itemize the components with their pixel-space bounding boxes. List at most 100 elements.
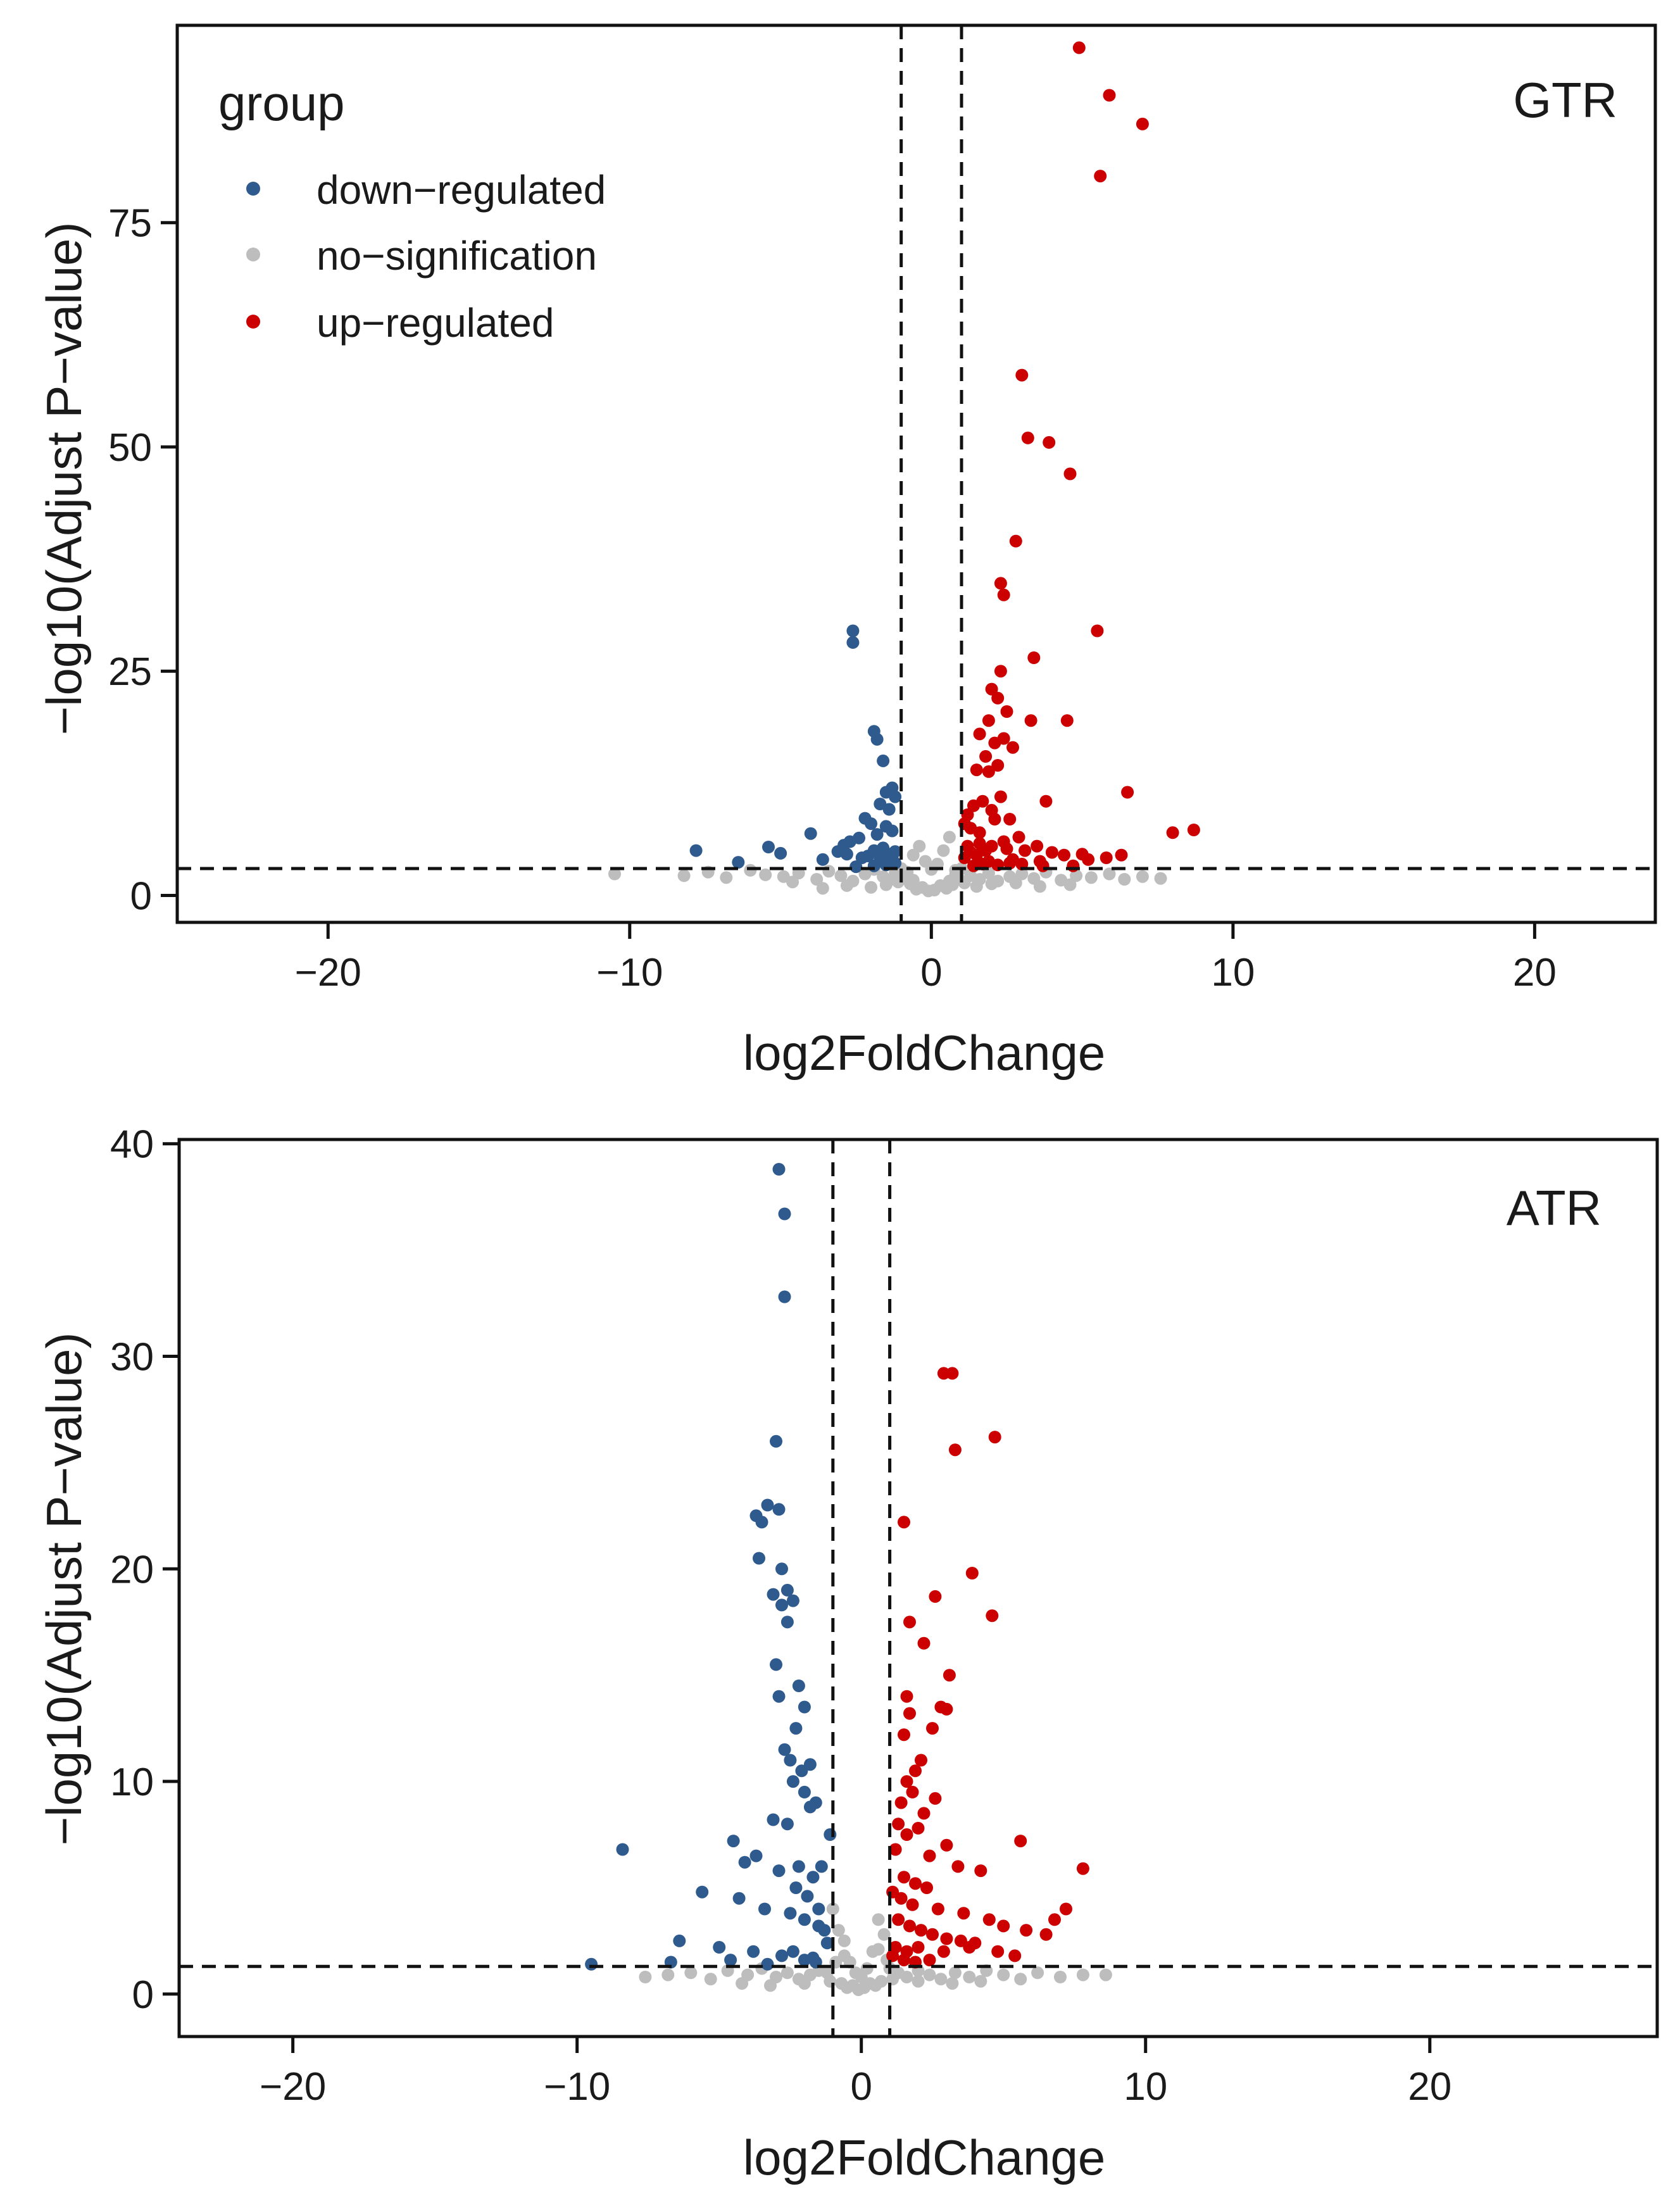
gtr-point-no-signification <box>985 877 998 891</box>
gtr-point-up-regulated <box>1136 117 1149 130</box>
atr-point-down-regulated <box>767 1588 780 1601</box>
panel-atr: −20 −10 0 10 20 0 10 20 30 40 ATR log2FoldChange… <box>36 1123 1659 2185</box>
atr-y-tick-label: 40 <box>110 1123 154 1167</box>
atr-point-no-signification <box>841 1981 854 1994</box>
atr-point-up-regulated <box>923 1849 936 1862</box>
atr-point-down-regulated <box>784 1754 797 1767</box>
atr-point-up-regulated <box>931 1902 944 1916</box>
atr-point-down-regulated <box>616 1843 629 1856</box>
atr-point-up-regulated <box>900 1690 913 1703</box>
gtr-point-no-signification <box>720 871 733 884</box>
atr-point-up-regulated <box>898 1516 910 1529</box>
atr-point-up-regulated <box>929 1590 942 1603</box>
atr-point-up-regulated <box>1008 1949 1022 1962</box>
gtr-point-up-regulated <box>1187 824 1200 836</box>
atr-point-down-regulated <box>780 1616 794 1629</box>
gtr-point-no-signification <box>744 863 757 877</box>
atr-point-down-regulated <box>753 1552 765 1565</box>
gtr-x-tick-label: 0 <box>920 951 942 995</box>
atr-point-up-regulated <box>926 1928 939 1941</box>
atr-point-no-signification <box>858 1981 871 1994</box>
atr-point-no-signification <box>860 1962 874 1975</box>
atr-point-no-signification <box>736 1977 749 1990</box>
gtr-point-down-regulated <box>732 856 745 869</box>
atr-point-up-regulated <box>951 1860 965 1873</box>
atr-point-down-regulated <box>818 1924 831 1937</box>
gtr-point-up-regulated <box>970 763 983 777</box>
atr-point-down-regulated <box>824 1828 837 1841</box>
gtr-point-no-signification <box>1063 878 1077 891</box>
atr-point-up-regulated <box>1039 1928 1053 1941</box>
gtr-point-no-signification <box>840 879 853 892</box>
atr-point-up-regulated <box>940 1702 953 1716</box>
atr-point-no-signification <box>639 1971 652 1983</box>
gtr-x-tick-label: 10 <box>1211 951 1255 995</box>
gtr-x-ticks: −20 −10 0 10 20 <box>295 922 1557 995</box>
atr-point-down-regulated <box>585 1957 598 1971</box>
legend-label-down: down−regulated <box>317 167 606 213</box>
gtr-point-up-regulated <box>988 736 1001 750</box>
atr-point-no-signification <box>900 1971 913 1983</box>
atr-point-no-signification <box>872 1913 885 1926</box>
atr-point-up-regulated <box>991 1945 1005 1958</box>
atr-point-down-regulated <box>780 1817 794 1831</box>
gtr-point-down-regulated <box>840 848 853 861</box>
atr-point-up-regulated <box>986 1609 999 1623</box>
atr-point-up-regulated <box>912 1821 925 1835</box>
atr-point-down-regulated <box>732 1892 746 1905</box>
atr-point-down-regulated <box>727 1835 740 1848</box>
atr-y-tick-label: 30 <box>110 1335 154 1379</box>
gtr-point-no-signification <box>943 831 956 844</box>
atr-point-up-regulated <box>943 1669 956 1682</box>
atr-point-down-regulated <box>772 1864 786 1878</box>
gtr-point-up-regulated <box>961 839 974 853</box>
atr-point-no-signification <box>869 1979 882 1992</box>
atr-point-down-regulated <box>801 1890 814 1903</box>
gtr-point-up-regulated <box>988 813 1001 826</box>
atr-point-up-regulated <box>903 1919 916 1933</box>
atr-y-tick-label: 20 <box>110 1548 154 1591</box>
atr-point-down-regulated <box>798 1700 811 1714</box>
gtr-point-up-regulated <box>1021 431 1034 444</box>
atr-point-down-regulated <box>792 1860 805 1873</box>
atr-point-down-regulated <box>792 1679 805 1692</box>
atr-point-down-regulated <box>778 1290 791 1303</box>
atr-point-down-regulated <box>761 1498 774 1512</box>
gtr-point-down-regulated <box>877 754 890 767</box>
gtr-point-up-regulated <box>1003 857 1017 870</box>
gtr-point-down-regulated <box>886 824 899 838</box>
atr-point-up-regulated <box>900 1828 913 1841</box>
gtr-point-down-regulated <box>870 732 884 746</box>
gtr-point-down-regulated <box>816 853 829 866</box>
atr-point-down-regulated <box>775 1598 788 1612</box>
gtr-point-up-regulated <box>994 665 1007 678</box>
gtr-point-no-signification <box>913 839 926 853</box>
atr-point-up-regulated <box>926 1722 939 1735</box>
atr-x-ticks: −20 −10 0 10 20 <box>260 2037 1451 2109</box>
atr-point-up-regulated <box>937 1945 950 1958</box>
gtr-point-no-signification <box>834 869 848 882</box>
atr-point-up-regulated <box>946 1367 959 1380</box>
atr-point-up-regulated <box>917 1636 931 1650</box>
gtr-y-tick-label: 50 <box>108 426 152 470</box>
gtr-point-up-regulated <box>1024 714 1037 727</box>
atr-x-tick-label: −20 <box>260 2065 326 2109</box>
atr-point-up-regulated <box>909 1877 922 1890</box>
gtr-panel-label: GTR <box>1513 72 1617 128</box>
gtr-point-up-regulated <box>967 799 980 812</box>
atr-point-up-regulated <box>963 1941 976 1954</box>
atr-y-tick-label: 0 <box>132 1973 154 2017</box>
panel-gtr: −20 −10 0 10 20 0 25 50 75 GTR log2FoldChange −… <box>36 23 1657 1081</box>
gtr-point-up-regulated <box>1166 826 1179 839</box>
atr-point-down-regulated <box>778 1743 791 1756</box>
gtr-point-up-regulated <box>1103 89 1116 102</box>
gtr-point-no-signification <box>1103 867 1116 881</box>
atr-point-down-regulated <box>786 1594 799 1607</box>
legend-marker-no <box>246 248 260 261</box>
gtr-point-up-regulated <box>973 826 986 839</box>
gtr-point-up-regulated <box>1039 794 1053 808</box>
atr-point-no-signification <box>1076 1968 1089 1981</box>
gtr-point-no-signification <box>608 867 621 881</box>
gtr-point-down-regulated <box>846 636 860 649</box>
gtr-y-axis-title: −log10(Adjust P−value) <box>36 222 92 736</box>
